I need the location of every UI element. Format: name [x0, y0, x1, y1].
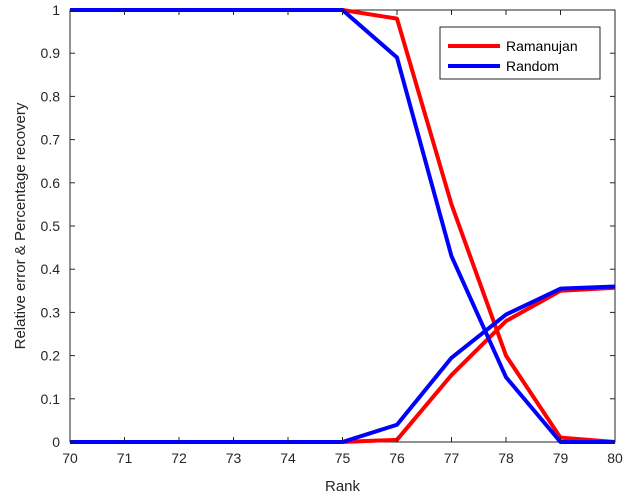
x-tick-label: 71	[117, 450, 133, 466]
x-tick-label: 70	[62, 450, 78, 466]
x-tick-label: 73	[226, 450, 242, 466]
x-tick-label: 77	[444, 450, 460, 466]
x-tick-label: 74	[280, 450, 296, 466]
y-tick-label: 0.4	[41, 261, 61, 277]
x-tick-label: 78	[498, 450, 514, 466]
x-tick-label: 75	[335, 450, 351, 466]
x-tick-label: 80	[607, 450, 623, 466]
plot-frame	[69, 9, 616, 443]
legend-label-ramanujan: Ramanujan	[506, 38, 578, 54]
x-tick-label: 72	[171, 450, 187, 466]
plot-area	[69, 9, 616, 443]
y-tick-label: 0.5	[41, 218, 61, 234]
y-axis-label: Relative error & Percentage recovery	[12, 102, 29, 349]
y-tick-label: 0	[52, 434, 60, 450]
y-tick-label: 1	[52, 2, 60, 18]
tick-label-layer: 70 71 72 73 74 75 76 77 78 79 80 0 0.1 0.2 0.3 0.4 0.5 0.…	[41, 2, 623, 466]
legend: Ramanujan Random	[439, 26, 601, 80]
legend-label-random: Random	[506, 58, 559, 74]
y-tick-label: 0.2	[41, 348, 61, 364]
y-tick-label: 0.8	[41, 88, 61, 104]
y-tick-label: 0.6	[41, 175, 61, 191]
y-tick-label: 0.9	[41, 45, 61, 61]
y-tick-label: 0.7	[41, 132, 61, 148]
x-axis-label: Rank	[325, 478, 361, 495]
x-tick-label: 76	[389, 450, 405, 466]
y-tick-label: 0.1	[41, 391, 61, 407]
x-tick-label: 79	[553, 450, 569, 466]
y-tick-label: 0.3	[41, 304, 61, 320]
legend-box	[439, 26, 601, 80]
tick-layer	[69, 9, 616, 443]
